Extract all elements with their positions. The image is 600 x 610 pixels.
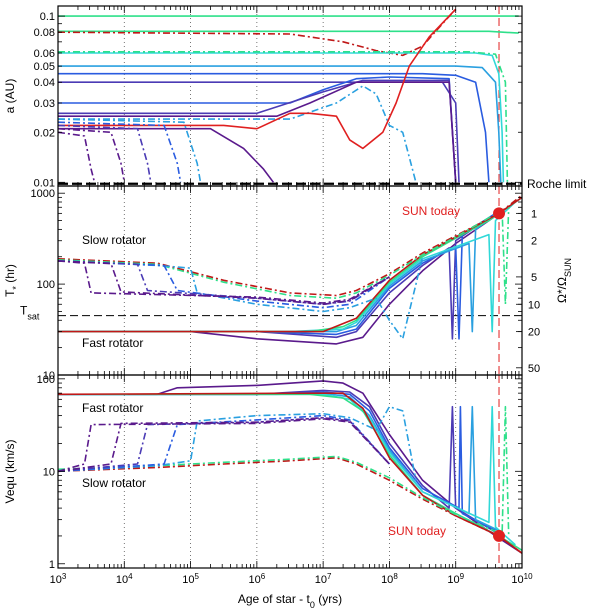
series-line-top: [58, 81, 457, 183]
series-line-top: [58, 8, 457, 150]
x-tick-label: 104: [116, 572, 133, 587]
series-line-top: [58, 127, 275, 183]
series-line-top: [58, 30, 519, 34]
x-tick-label: 103: [50, 572, 67, 587]
y-tick-label-top: 0.04: [34, 77, 55, 89]
series-line-top: [58, 118, 202, 183]
right-tick-label: 2: [531, 236, 537, 248]
series-line-top: [58, 124, 152, 183]
series-line-middle: [58, 256, 424, 340]
y-axis-title-middle: T* (hr): [3, 264, 21, 297]
sun-marker: [493, 207, 506, 220]
right-tick-label: 5: [531, 272, 537, 284]
right-axis-title: Ω*/ΩSUN: [555, 258, 573, 303]
y-tick-label-middle: 100: [37, 279, 55, 291]
y-tick-label-middle: 1000: [31, 188, 55, 200]
y-tick-label-top: 0.1: [40, 11, 55, 23]
series-line-middle: [58, 207, 510, 306]
right-tick-label: 50: [528, 363, 540, 375]
series-line-bottom: [58, 414, 390, 473]
y-tick-label-top: 0.02: [34, 127, 55, 139]
series-line-top: [58, 51, 509, 183]
series-line-middle: [58, 260, 390, 304]
series-line-middle: [58, 196, 522, 333]
roche-limit-label: Roche limit: [527, 177, 587, 191]
series-line-middle: [58, 260, 390, 306]
y-axis-title-top: a (AU): [3, 79, 17, 114]
series-line-bottom: [58, 405, 417, 481]
series-line-top: [58, 85, 417, 183]
y-tick-label-top: 0.05: [34, 61, 55, 73]
y-tick-label-top: 0.06: [34, 48, 55, 60]
y-tick-label-bottom: 10: [43, 466, 55, 478]
panel-frame-top: [57, 5, 523, 187]
right-tick-label: 10: [528, 299, 540, 311]
series-layer: [58, 8, 522, 554]
y-tick-label-top: 0.01: [34, 177, 55, 189]
series-line-bottom: [58, 389, 496, 533]
series-line-top: [58, 65, 502, 183]
sun-today-label: SUN today: [388, 524, 446, 538]
y-tick-label-bottom: 100: [37, 374, 55, 386]
series-line-middle: [58, 201, 516, 333]
frame-layer: [57, 5, 523, 569]
sun-today-label: SUN today: [402, 204, 460, 218]
fast-rotator-label: Fast rotator: [82, 336, 143, 350]
y-tick-label-bottom: 1: [49, 559, 55, 571]
series-line-top: [58, 131, 96, 183]
series-line-bottom: [58, 416, 390, 473]
series-line-bottom: [58, 405, 510, 536]
series-line-middle: [58, 194, 522, 297]
series-line-top: [58, 79, 457, 183]
y-tick-label-top: 0.08: [34, 27, 55, 39]
series-line-middle: [58, 196, 522, 345]
series-line-bottom: [58, 418, 390, 473]
series-line-middle: [58, 260, 390, 309]
x-tick-label: 109: [447, 572, 464, 587]
slow-rotator-label: Slow rotator: [82, 476, 146, 490]
sun-marker: [493, 529, 506, 542]
x-tick-label: 105: [182, 572, 199, 587]
series-line-bottom: [58, 392, 522, 554]
series-line-top: [58, 72, 490, 183]
right-tick-label: 1: [531, 208, 537, 220]
series-line-top: [58, 121, 182, 183]
x-tick-label: 1010: [511, 572, 533, 587]
slow-rotator-label: Slow rotator: [82, 233, 146, 247]
label-layer: 0.01 0.02 0.03 0.04 0.050.06 0.08 0.1 a (AU) Roc…: [3, 11, 587, 610]
series-line-top: [58, 52, 505, 183]
y-axis-title-bottom: Vequ (km/s): [3, 439, 17, 503]
x-tick-label: 106: [249, 572, 266, 587]
series-line-middle: [58, 212, 496, 340]
tsat-label: Tsat: [20, 304, 40, 322]
right-tick-label: 20: [528, 327, 540, 339]
y-tick-label-middle: 10: [43, 370, 55, 382]
x-tick-label: 107: [315, 572, 332, 587]
fast-rotator-label: Fast rotator: [82, 401, 143, 415]
x-axis-title: Age of star - t0 (yrs): [238, 592, 342, 610]
series-line-middle: [58, 212, 496, 340]
series-line-top: [58, 127, 126, 183]
series-line-bottom: [58, 393, 516, 546]
x-tick-label: 108: [381, 572, 398, 587]
y-tick-label-top: 0.03: [34, 98, 55, 110]
